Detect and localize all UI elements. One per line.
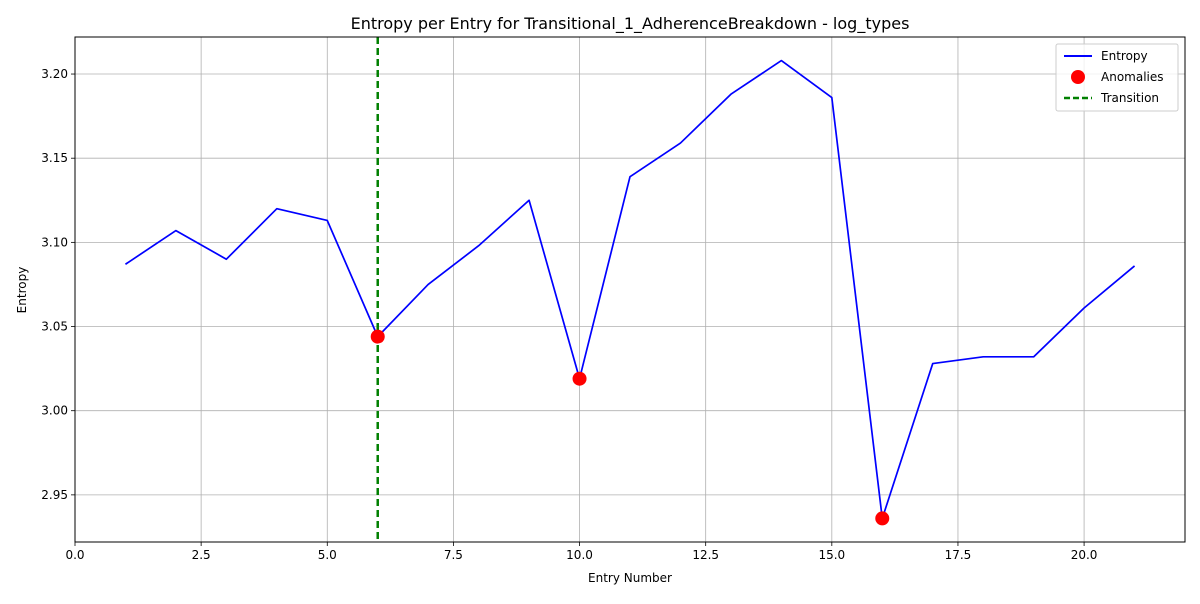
y-axis-label: Entropy bbox=[15, 267, 29, 314]
y-tick-label: 2.95 bbox=[41, 488, 68, 502]
x-axis-label: Entry Number bbox=[588, 571, 672, 585]
y-tick-label: 3.20 bbox=[41, 67, 68, 81]
y-tick-label: 3.05 bbox=[41, 320, 68, 334]
x-tick-label: 5.0 bbox=[318, 548, 337, 562]
x-tick-label: 15.0 bbox=[818, 548, 845, 562]
legend: Entropy Anomalies Transition bbox=[1055, 43, 1179, 112]
x-tick-label: 0.0 bbox=[65, 548, 84, 562]
x-tick-label: 7.5 bbox=[444, 548, 463, 562]
entropy-line bbox=[124, 59, 1136, 520]
anomaly-point bbox=[875, 511, 890, 526]
legend-box bbox=[1055, 43, 1179, 112]
x-tick-label: 17.5 bbox=[945, 548, 972, 562]
legend-anomalies-label: Anomalies bbox=[1101, 70, 1164, 84]
y-tick-label: 3.10 bbox=[41, 235, 68, 249]
x-tick-label: 12.5 bbox=[692, 548, 719, 562]
series-lines bbox=[124, 59, 1136, 520]
legend-anomalies-swatch bbox=[1071, 70, 1085, 84]
legend-entropy-label: Entropy bbox=[1101, 49, 1148, 63]
chart-title: Entropy per Entry for Transitional_1_Adh… bbox=[351, 14, 910, 34]
x-tick-label: 10.0 bbox=[566, 548, 593, 562]
legend-transition-label: Transition bbox=[1100, 91, 1159, 105]
y-axis-ticks: 2.95 3.00 3.05 3.10 3.15 3.20 bbox=[41, 67, 75, 502]
y-tick-label: 3.15 bbox=[41, 151, 68, 165]
x-tick-label: 2.5 bbox=[192, 548, 211, 562]
anomaly-points bbox=[370, 329, 890, 526]
x-tick-label: 20.0 bbox=[1071, 548, 1098, 562]
grid-lines bbox=[74, 37, 1185, 542]
anomaly-point bbox=[572, 371, 587, 386]
y-tick-label: 3.00 bbox=[41, 404, 68, 418]
anomaly-point bbox=[370, 329, 385, 344]
x-axis-ticks: 0.0 2.5 5.0 7.5 10.0 12.5 15.0 17.5 20.0 bbox=[65, 542, 1097, 562]
plot-frame bbox=[74, 36, 1186, 543]
